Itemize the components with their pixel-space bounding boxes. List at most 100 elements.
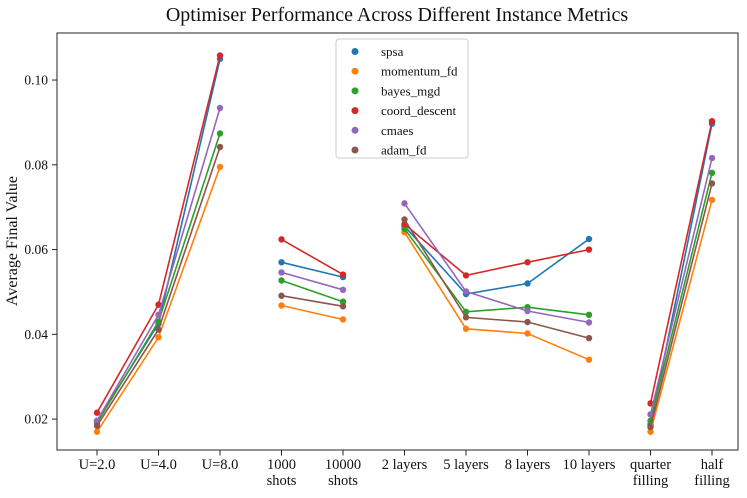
series-momentum_fd-line-3 bbox=[649, 199, 713, 433]
series-adam_fd-point-4 bbox=[339, 303, 347, 310]
series-bayes_mgd-point-5 bbox=[401, 225, 408, 232]
series-momentum_fd-point-7 bbox=[524, 330, 531, 337]
legend: spsa momentum_fd bayes_mgd coord_descentcma… bbox=[335, 38, 469, 159]
chart-title: Optimiser Performance Across Different I… bbox=[166, 4, 628, 26]
series-cmaes-point-8 bbox=[585, 319, 593, 326]
legend-label-adam_fd: adam_fd bbox=[381, 143, 427, 158]
series-cmaes-point-2 bbox=[216, 104, 224, 112]
series-cmaes-line-1 bbox=[281, 271, 344, 291]
series-bayes_mgd-line-3 bbox=[649, 172, 713, 421]
x-tick-label-5: 2 layers bbox=[382, 457, 428, 473]
legend-marker-bayes_mgd bbox=[351, 87, 359, 95]
plot-area: 0.02 0.04 0.06 0.08 0.10 U=2.0 U=4.0 U=8.0 1000 s… bbox=[24, 32, 739, 489]
legend-label-cmaes: cmaes bbox=[381, 123, 413, 138]
series-bayes_mgd-point-8 bbox=[585, 311, 593, 319]
y-tick-label-0.08: 0.08 bbox=[24, 157, 48, 172]
series-adam_fd-point-6 bbox=[462, 314, 470, 321]
series-bayes_mgd-point-10 bbox=[708, 169, 716, 177]
legend-label-coord_descent: coord_descent bbox=[381, 103, 456, 118]
series-adam_fd-point-7 bbox=[524, 318, 531, 326]
legend-marker-momentum_fd bbox=[351, 67, 359, 75]
series-bayes_mgd-point-3 bbox=[278, 277, 285, 284]
series-momentum_fd-point-2 bbox=[216, 163, 224, 171]
legend-marker-adam_fd bbox=[351, 146, 359, 154]
series-adam_fd-line-2 bbox=[403, 219, 590, 339]
series-cmaes-point-5 bbox=[401, 200, 408, 207]
series-spsa-line-2 bbox=[403, 225, 590, 295]
series-adam_fd-line-3 bbox=[649, 183, 713, 428]
series-adam_fd-point-3 bbox=[278, 292, 285, 299]
series-cmaes-point-4 bbox=[339, 286, 347, 294]
series-cmaes-line-3 bbox=[649, 157, 713, 415]
series-coord_descent-line-2 bbox=[403, 223, 590, 277]
legend-box bbox=[335, 38, 469, 159]
series-adam_fd-line-1 bbox=[281, 294, 344, 308]
series-bayes_mgd-point-4 bbox=[339, 298, 347, 305]
series-momentum_fd-point-0 bbox=[93, 428, 101, 435]
series-momentum_fd-point-8 bbox=[585, 356, 593, 363]
series-adam_fd-point-2 bbox=[216, 143, 224, 151]
legend-marker-spsa bbox=[351, 48, 359, 55]
series-adam_fd-point-9 bbox=[647, 423, 654, 431]
series-coord_descent-line-1 bbox=[281, 238, 344, 276]
series-coord_descent-point-2 bbox=[216, 52, 224, 59]
legend-label-momentum_fd: momentum_fd bbox=[381, 64, 458, 79]
series-spsa-line-3 bbox=[649, 123, 713, 425]
x-tick-label-8: 10 layers bbox=[563, 457, 616, 473]
x-tick-label-1: U=4.0 bbox=[140, 457, 177, 473]
series-adam_fd-point-5 bbox=[401, 216, 408, 223]
series-momentum_fd-point-6 bbox=[462, 325, 470, 332]
x-tick-label-3: 1000 shots bbox=[267, 457, 297, 489]
series-spsa-point-8 bbox=[585, 235, 593, 243]
series-cmaes-point-7 bbox=[524, 307, 531, 315]
series-spsa-line-1 bbox=[281, 261, 344, 278]
x-tick-label-7: 8 layers bbox=[505, 457, 551, 473]
y-axis-label: Average Final Value bbox=[4, 176, 21, 306]
x-tick-label-4: 10000 shots bbox=[325, 457, 361, 489]
series-coord_descent-point-7 bbox=[524, 259, 531, 266]
series-cmaes-line-2 bbox=[403, 202, 590, 324]
y-tick-label-0.06: 0.06 bbox=[24, 242, 48, 257]
series-momentum_fd-point-3 bbox=[278, 302, 285, 309]
series-coord_descent-point-10 bbox=[708, 117, 716, 125]
x-tick-label-0: U=2.0 bbox=[79, 457, 116, 473]
y-tick-label-0.04: 0.04 bbox=[24, 327, 48, 342]
series-coord_descent-point-0 bbox=[93, 409, 101, 416]
legend-marker-cmaes bbox=[351, 126, 359, 134]
series-bayes_mgd-line-1 bbox=[281, 279, 344, 303]
series-coord_descent-point-3 bbox=[278, 236, 285, 243]
series-spsa-point-7 bbox=[524, 280, 531, 287]
series-cmaes-point-6 bbox=[462, 288, 470, 295]
series-momentum_fd-point-9 bbox=[647, 428, 654, 435]
series-coord_descent-point-1 bbox=[155, 301, 162, 308]
series-cmaes-point-10 bbox=[708, 154, 716, 162]
series-momentum_fd-line-2 bbox=[403, 231, 590, 361]
x-tick-label-9: quarter filling bbox=[630, 457, 671, 489]
series-momentum_fd-line-1 bbox=[281, 304, 344, 321]
series-coord_descent-point-4 bbox=[339, 271, 347, 278]
series-adam_fd-point-0 bbox=[93, 422, 101, 430]
series-momentum_fd-point-1 bbox=[155, 334, 162, 341]
series-bayes_mgd-point-2 bbox=[216, 130, 224, 137]
series-coord_descent-point-8 bbox=[585, 246, 593, 253]
legend-label-bayes_mgd: bayes_mgd bbox=[381, 83, 441, 98]
x-tick-label-10: half filling bbox=[694, 457, 729, 489]
series-momentum_fd-point-4 bbox=[339, 316, 347, 323]
series-adam_fd-point-1 bbox=[155, 326, 162, 333]
series-spsa-line-0 bbox=[96, 58, 221, 422]
series-cmaes-line-0 bbox=[96, 107, 221, 422]
series-coord_descent-point-6 bbox=[462, 272, 470, 279]
x-tick-label-6: 5 layers bbox=[443, 457, 489, 473]
series-adam_fd-point-8 bbox=[585, 334, 593, 342]
series-coord_descent-line-3 bbox=[649, 120, 713, 404]
x-tick-label-2: U=8.0 bbox=[202, 457, 239, 473]
y-tick-label-0.02: 0.02 bbox=[24, 412, 48, 427]
axes-spines bbox=[56, 32, 739, 451]
series-spsa-point-3 bbox=[278, 259, 285, 266]
series-momentum_fd-point-10 bbox=[708, 196, 716, 204]
series-cmaes-point-9 bbox=[647, 411, 654, 418]
series-bayes_mgd-line-2 bbox=[403, 228, 590, 316]
series-cmaes-point-3 bbox=[278, 269, 285, 276]
